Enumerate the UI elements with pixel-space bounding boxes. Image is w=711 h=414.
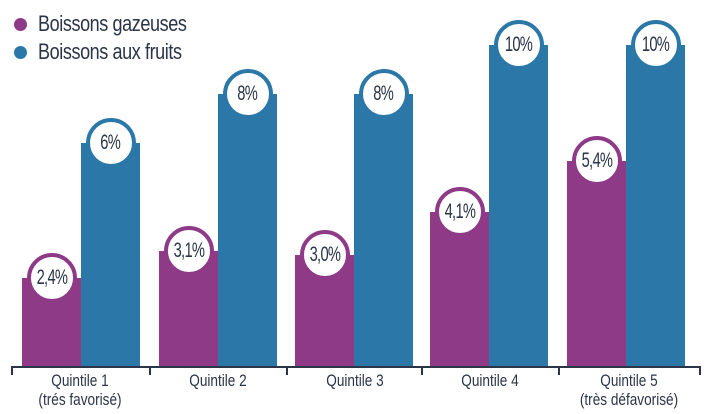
bar-boissons-aux-fruits-2 xyxy=(218,94,277,366)
x-label-line2: (très défavorisé) xyxy=(579,390,679,409)
x-axis-tick xyxy=(149,366,151,375)
x-label-line1: Quintile 4 xyxy=(461,371,519,390)
bar-boissons-aux-fruits-1 xyxy=(81,143,140,366)
legend-dot-purple-icon xyxy=(14,17,27,31)
x-axis-tick xyxy=(558,366,560,375)
legend-label: Boissons aux fruits xyxy=(38,39,182,64)
value-label: 3,0% xyxy=(309,243,340,266)
x-axis-tick xyxy=(421,366,423,375)
value-label: 5,4% xyxy=(581,149,612,172)
value-label: 6% xyxy=(100,131,122,154)
x-label-quintile-4: Quintile 4 xyxy=(421,371,559,390)
legend-dot-blue-icon xyxy=(14,45,27,59)
x-label-line1: Quintile 5 xyxy=(600,371,658,390)
legend-label: Boissons gazeuses xyxy=(38,11,187,36)
value-label-badge: 3,1% xyxy=(163,226,214,276)
value-label-badge: 8% xyxy=(222,69,273,119)
x-label-line2: (trés favorisé) xyxy=(38,390,122,409)
bar-boissons-gazeuses-4 xyxy=(430,212,489,366)
x-label-line1: Quintile 2 xyxy=(189,371,247,390)
chart-legend: Boissons gazeuses Boissons aux fruits xyxy=(14,10,219,66)
bar-boissons-aux-fruits-3 xyxy=(354,94,413,366)
bar-boissons-gazeuses-5 xyxy=(567,161,626,366)
value-label: 2,4% xyxy=(36,266,67,289)
value-label: 4,1% xyxy=(444,200,475,223)
value-label: 3,1% xyxy=(173,239,204,262)
value-label-badge: 8% xyxy=(358,69,409,119)
value-label: 10% xyxy=(641,33,670,56)
x-axis-tick xyxy=(11,366,13,375)
value-label-badge: 4,1% xyxy=(434,187,485,237)
value-label-badge: 2,4% xyxy=(26,253,77,303)
x-label-quintile-5: Quintile 5 (très défavorisé) xyxy=(560,371,698,409)
value-label: 8% xyxy=(373,82,395,105)
x-label-quintile-2: Quintile 2 xyxy=(149,371,287,390)
x-label-line1: Quintile 1 xyxy=(51,371,109,390)
legend-item-boissons-gazeuses: Boissons gazeuses xyxy=(14,10,219,38)
x-label-quintile-3: Quintile 3 xyxy=(286,371,424,390)
value-label: 10% xyxy=(504,33,533,56)
legend-item-boissons-aux-fruits: Boissons aux fruits xyxy=(14,38,219,66)
x-axis-tick xyxy=(699,366,701,375)
value-label: 8% xyxy=(237,82,259,105)
x-axis-tick xyxy=(286,366,288,375)
x-axis-line xyxy=(11,366,701,368)
bar-boissons-aux-fruits-4 xyxy=(489,45,548,366)
value-label-badge: 6% xyxy=(85,118,136,168)
value-label-badge: 5,4% xyxy=(571,136,622,186)
value-label-badge: 10% xyxy=(493,20,544,70)
x-label-line1: Quintile 3 xyxy=(326,371,384,390)
value-label-badge: 3,0% xyxy=(299,230,350,280)
value-label-badge: 10% xyxy=(630,20,681,70)
x-label-quintile-1: Quintile 1 (trés favorisé) xyxy=(11,371,149,409)
bar-boissons-aux-fruits-5 xyxy=(626,45,685,366)
